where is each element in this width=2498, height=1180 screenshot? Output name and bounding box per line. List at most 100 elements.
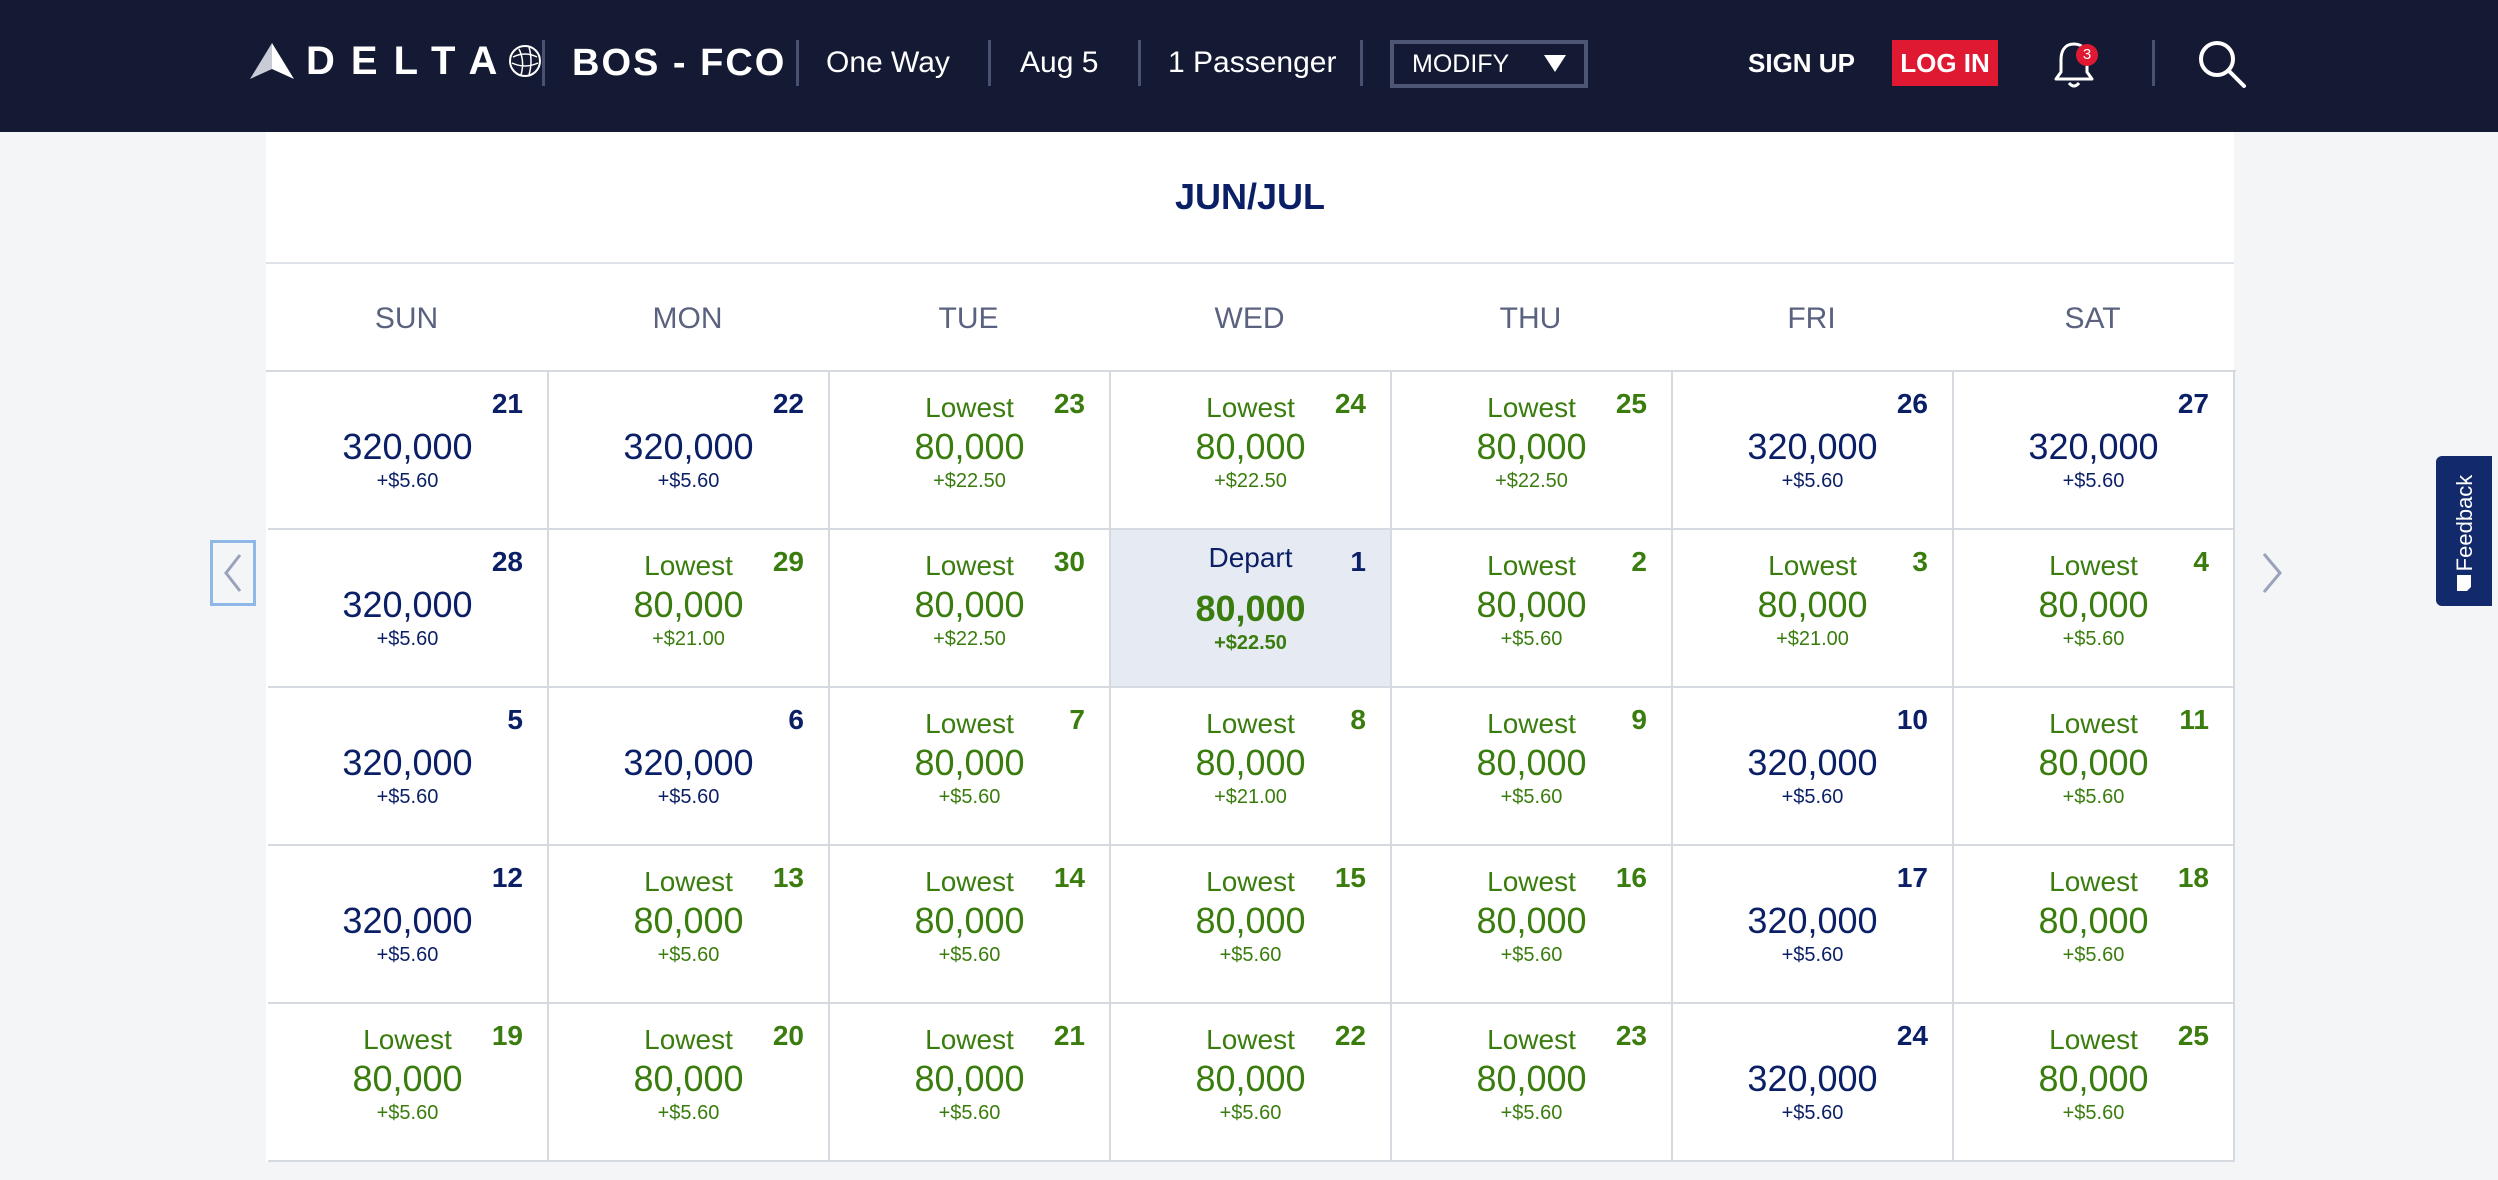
calendar-day-cell[interactable]: 24 320,000 +$5.60 [1673, 1004, 1954, 1162]
calendar-day-cell[interactable]: Lowest 4 80,000 +$5.60 [1954, 530, 2235, 688]
miles-price: 80,000 [914, 900, 1025, 941]
feedback-label: Feedback [2452, 474, 2477, 572]
lowest-fare-label: Lowest [2049, 1024, 2138, 1055]
calendar-day-cell[interactable]: 22 320,000 +$5.60 [549, 372, 830, 530]
calendar-day-cell[interactable]: 26 320,000 +$5.60 [1673, 372, 1954, 530]
calendar-day-cell[interactable]: 17 320,000 +$5.60 [1673, 846, 1954, 1004]
calendar-day-cell[interactable]: Lowest 9 80,000 +$5.60 [1392, 688, 1673, 846]
header-divider [1360, 40, 1363, 86]
miles-price: 80,000 [2038, 900, 2149, 941]
calendar-day-cell[interactable]: Lowest 13 80,000 +$5.60 [549, 846, 830, 1004]
calendar-day-cell[interactable]: Lowest 29 80,000 +$21.00 [549, 530, 830, 688]
weekday-header: MON [652, 302, 723, 335]
calendar-day-cell[interactable]: 27 320,000 +$5.60 [1954, 372, 2235, 530]
header-divider [796, 40, 799, 86]
taxes-fee: +$5.60 [938, 944, 1001, 966]
day-number: 29 [772, 546, 804, 577]
taxes-fee: +$5.60 [1781, 786, 1844, 808]
miles-price: 80,000 [1476, 1058, 1587, 1099]
search-icon[interactable] [2196, 38, 2248, 90]
day-number: 3 [1912, 546, 1928, 577]
taxes-fee: +$22.50 [933, 628, 1006, 650]
day-number: 17 [1896, 862, 1928, 893]
lowest-fare-label: Lowest [925, 392, 1014, 423]
day-number: 2 [1631, 546, 1647, 577]
day-number: 5 [507, 704, 523, 735]
calendar-day-cell[interactable]: Lowest 15 80,000 +$5.60 [1111, 846, 1392, 1004]
miles-price: 80,000 [1195, 900, 1306, 941]
taxes-fee: +$5.60 [1219, 944, 1282, 966]
calendar-day-cell[interactable]: Lowest 3 80,000 +$21.00 [1673, 530, 1954, 688]
trip-type-label: One Way [826, 46, 950, 79]
taxes-fee: +$5.60 [2062, 786, 2125, 808]
miles-price: 80,000 [633, 1058, 744, 1099]
taxes-fee: +$5.60 [657, 786, 720, 808]
taxes-fee: +$5.60 [657, 1102, 720, 1124]
lowest-fare-label: Lowest [1487, 550, 1576, 581]
calendar-day-cell[interactable]: Lowest 18 80,000 +$5.60 [1954, 846, 2235, 1004]
feedback-tab[interactable]: Feedback [2436, 456, 2492, 606]
previous-month-button[interactable] [210, 540, 256, 606]
calendar-day-cell[interactable]: Lowest 25 80,000 +$5.60 [1954, 1004, 2235, 1162]
header-divider [1138, 40, 1141, 86]
calendar-day-cell[interactable]: Lowest 11 80,000 +$5.60 [1954, 688, 2235, 846]
taxes-fee: +$5.60 [1500, 1102, 1563, 1124]
taxes-fee: +$5.60 [1500, 786, 1563, 808]
calendar-day-cell[interactable]: Lowest 14 80,000 +$5.60 [830, 846, 1111, 1004]
calendar-day-cell[interactable]: 28 320,000 +$5.60 [268, 530, 549, 688]
calendar-day-cell[interactable]: 21 320,000 +$5.60 [268, 372, 549, 530]
delta-logo[interactable]: DELTA [250, 38, 543, 84]
taxes-fee: +$5.60 [2062, 628, 2125, 650]
calendar-day-cell[interactable]: Lowest 20 80,000 +$5.60 [549, 1004, 830, 1162]
day-number: 9 [1631, 704, 1647, 735]
weekday-header: SUN [374, 302, 439, 335]
miles-price: 80,000 [1476, 742, 1587, 783]
sign-up-link[interactable]: SIGN UP [1748, 48, 1855, 78]
day-number: 18 [2177, 862, 2209, 893]
miles-price: 80,000 [1195, 426, 1306, 467]
day-number: 27 [2177, 388, 2209, 419]
calendar-day-cell[interactable]: Lowest 7 80,000 +$5.60 [830, 688, 1111, 846]
calendar-day-cell[interactable]: Lowest 16 80,000 +$5.60 [1392, 846, 1673, 1004]
note-icon [2457, 575, 2471, 591]
calendar-day-cell[interactable]: Lowest 19 80,000 +$5.60 [268, 1004, 549, 1162]
miles-price: 320,000 [342, 584, 473, 625]
taxes-fee: +$5.60 [657, 944, 720, 966]
day-number: 16 [1615, 862, 1647, 893]
calendar-day-cell[interactable]: Lowest 2 80,000 +$5.60 [1392, 530, 1673, 688]
calendar-day-cell[interactable]: Lowest 22 80,000 +$5.60 [1111, 1004, 1392, 1162]
modify-search-button[interactable]: MODIFY [1390, 40, 1588, 88]
taxes-fee: +$5.60 [938, 786, 1001, 808]
taxes-fee: +$5.60 [376, 1102, 439, 1124]
calendar-day-cell[interactable]: 10 320,000 +$5.60 [1673, 688, 1954, 846]
miles-price: 80,000 [914, 584, 1025, 625]
caret-down-icon [1544, 55, 1566, 72]
taxes-fee: +$5.60 [1219, 1102, 1282, 1124]
lowest-fare-label: Lowest [2049, 708, 2138, 739]
miles-price: 80,000 [1476, 900, 1587, 941]
day-number: 22 [772, 388, 804, 419]
calendar-day-cell[interactable]: Lowest 25 80,000 +$22.50 [1392, 372, 1673, 530]
miles-price: 320,000 [342, 900, 473, 941]
calendar-day-cell[interactable]: Lowest 23 80,000 +$22.50 [830, 372, 1111, 530]
calendar-day-cell[interactable]: Lowest 23 80,000 +$5.60 [1392, 1004, 1673, 1162]
calendar-day-cell[interactable]: Lowest 21 80,000 +$5.60 [830, 1004, 1111, 1162]
calendar-day-cell[interactable]: Lowest 24 80,000 +$22.50 [1111, 372, 1392, 530]
calendar-day-cell[interactable]: 6 320,000 +$5.60 [549, 688, 830, 846]
day-number: 23 [1615, 1020, 1647, 1051]
calendar-day-cell-selected[interactable]: Depart 1 80,000 +$22.50 [1111, 530, 1392, 688]
next-month-button[interactable] [2254, 546, 2288, 600]
route-label: BOS - FCO [572, 42, 787, 84]
miles-price: 80,000 [633, 900, 744, 941]
calendar-day-cell[interactable]: Lowest 8 80,000 +$21.00 [1111, 688, 1392, 846]
calendar-day-cell[interactable]: 12 320,000 +$5.60 [268, 846, 549, 1004]
miles-price: 320,000 [2028, 426, 2159, 467]
log-in-button[interactable]: LOG IN [1892, 40, 1998, 86]
calendar-day-cell[interactable]: Lowest 30 80,000 +$22.50 [830, 530, 1111, 688]
header-divider [2152, 40, 2155, 86]
lowest-fare-label: Lowest [1487, 866, 1576, 897]
calendar-day-cell[interactable]: 5 320,000 +$5.60 [268, 688, 549, 846]
taxes-fee: +$5.60 [2062, 470, 2125, 492]
lowest-fare-label: Lowest [925, 1024, 1014, 1055]
travel-date-label: Aug 5 [1020, 46, 1099, 79]
